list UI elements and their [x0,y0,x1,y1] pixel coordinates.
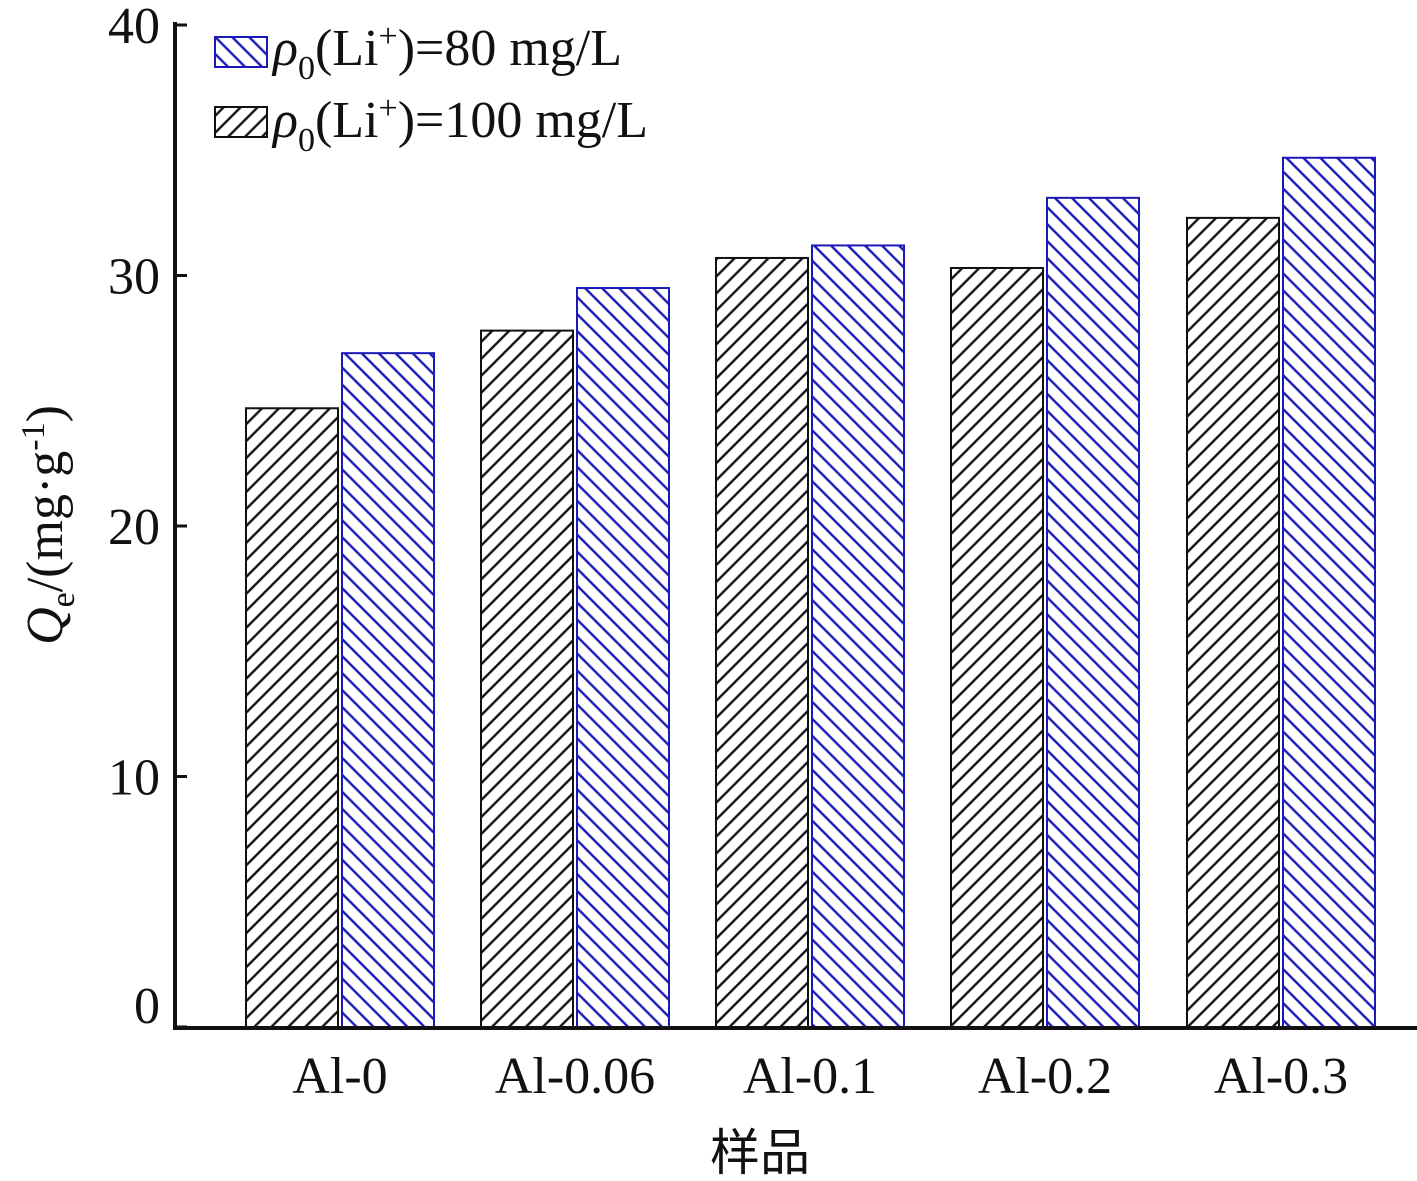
legend-2-mid: (Li [315,20,379,77]
bar-Al-0-series-1 [245,407,339,1028]
x-tick-label: Al-0 [292,1048,387,1105]
legend-1-suffix: )=100 mg/L [398,92,648,149]
x-tick-label: Al-0.2 [978,1048,1112,1105]
y-label-unit-open: /(mg·g [17,451,74,593]
legend-2-sub: 0 [298,50,315,87]
legend-label-series-2: ρ0(Li+)=80 mg/L [271,18,622,87]
y-axis-label: Qe/(mg·g-1) [15,405,82,645]
legend: ρ0(Li+)=80 mg/L ρ0(Li+)=100 mg/L [214,18,648,159]
y-tick-label: 30 [108,249,160,306]
legend-swatch-series-1 [214,106,268,138]
y-label-sub: e [45,592,82,607]
legend-1-sub: 0 [298,122,315,159]
y-label-unit-close: ) [17,405,74,422]
bar-Al-0.06-series-2 [576,287,670,1028]
legend-1-mid: (Li [315,92,379,149]
legend-1-prefix: ρ [271,92,298,149]
y-tick-label: 0 [134,978,160,1035]
bar-Al-0.06-series-1 [480,329,574,1028]
y-tick-label: 10 [108,750,160,807]
bar-Al-0-series-2 [341,352,435,1028]
bar-Al-0.1-series-2 [811,244,905,1028]
bar-Al-0.3-series-2 [1282,156,1376,1028]
bar-Al-0.3-series-1 [1186,216,1280,1028]
bars-group [245,156,1376,1029]
bar-Al-0.2-series-1 [950,266,1044,1028]
x-tick-label: Al-0.3 [1214,1048,1348,1105]
x-tick-label: Al-0.1 [743,1048,877,1105]
x-tick-label: Al-0.06 [495,1048,655,1105]
legend-label-series-1: ρ0(Li+)=100 mg/L [271,90,648,159]
y-ticks-group: 0 10 20 30 40 [108,0,187,1035]
legend-2-suffix: )=80 mg/L [398,20,622,77]
y-label-var: Q [17,607,74,645]
bar-Al-0.1-series-1 [715,256,809,1028]
bar-Al-0.2-series-2 [1046,196,1140,1029]
legend-2-prefix: ρ [271,20,298,77]
x-ticks-group: Al-0 Al-0.06 Al-0.1 Al-0.2 Al-0.3 [292,1048,1348,1105]
x-axis-label: 样品 [710,1124,810,1181]
y-tick-label: 40 [108,0,160,55]
y-tick-label: 20 [108,499,160,556]
legend-2-sup: + [379,18,398,55]
legend-swatch-series-2 [214,36,268,68]
legend-1-sup: + [379,90,398,127]
y-label-unit-sup: -1 [15,422,52,450]
